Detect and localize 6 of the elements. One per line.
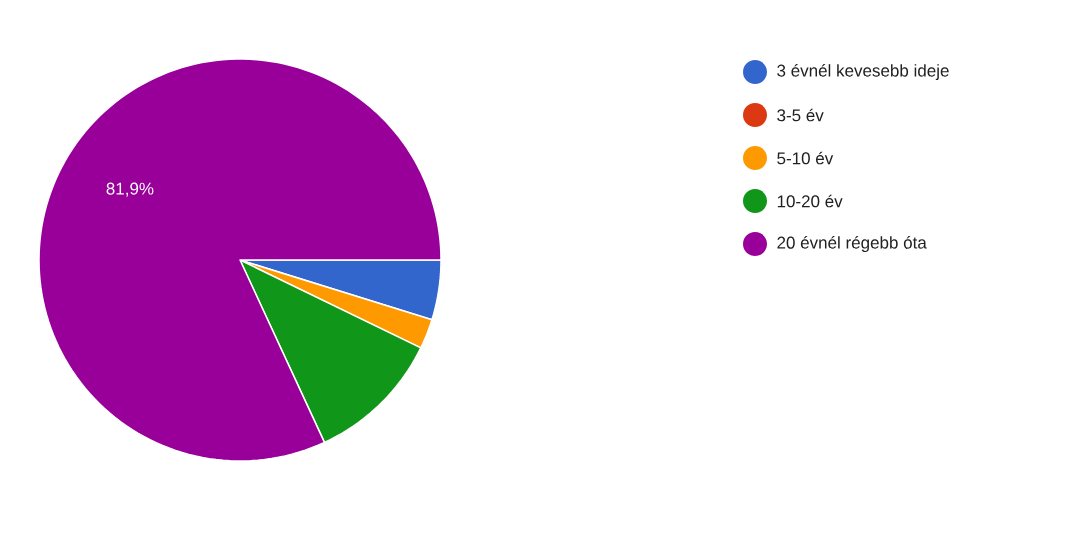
data-label: 81,9%	[106, 182, 154, 197]
legend-label: 20 évnél régebb óta	[777, 235, 927, 253]
legend-label: 3-5 év	[777, 108, 824, 122]
legend-label: 10-20 év	[777, 194, 843, 208]
legend-label: 3 évnél kevesebb ideje	[777, 63, 949, 81]
legend-label: 5-10 év	[777, 151, 834, 165]
